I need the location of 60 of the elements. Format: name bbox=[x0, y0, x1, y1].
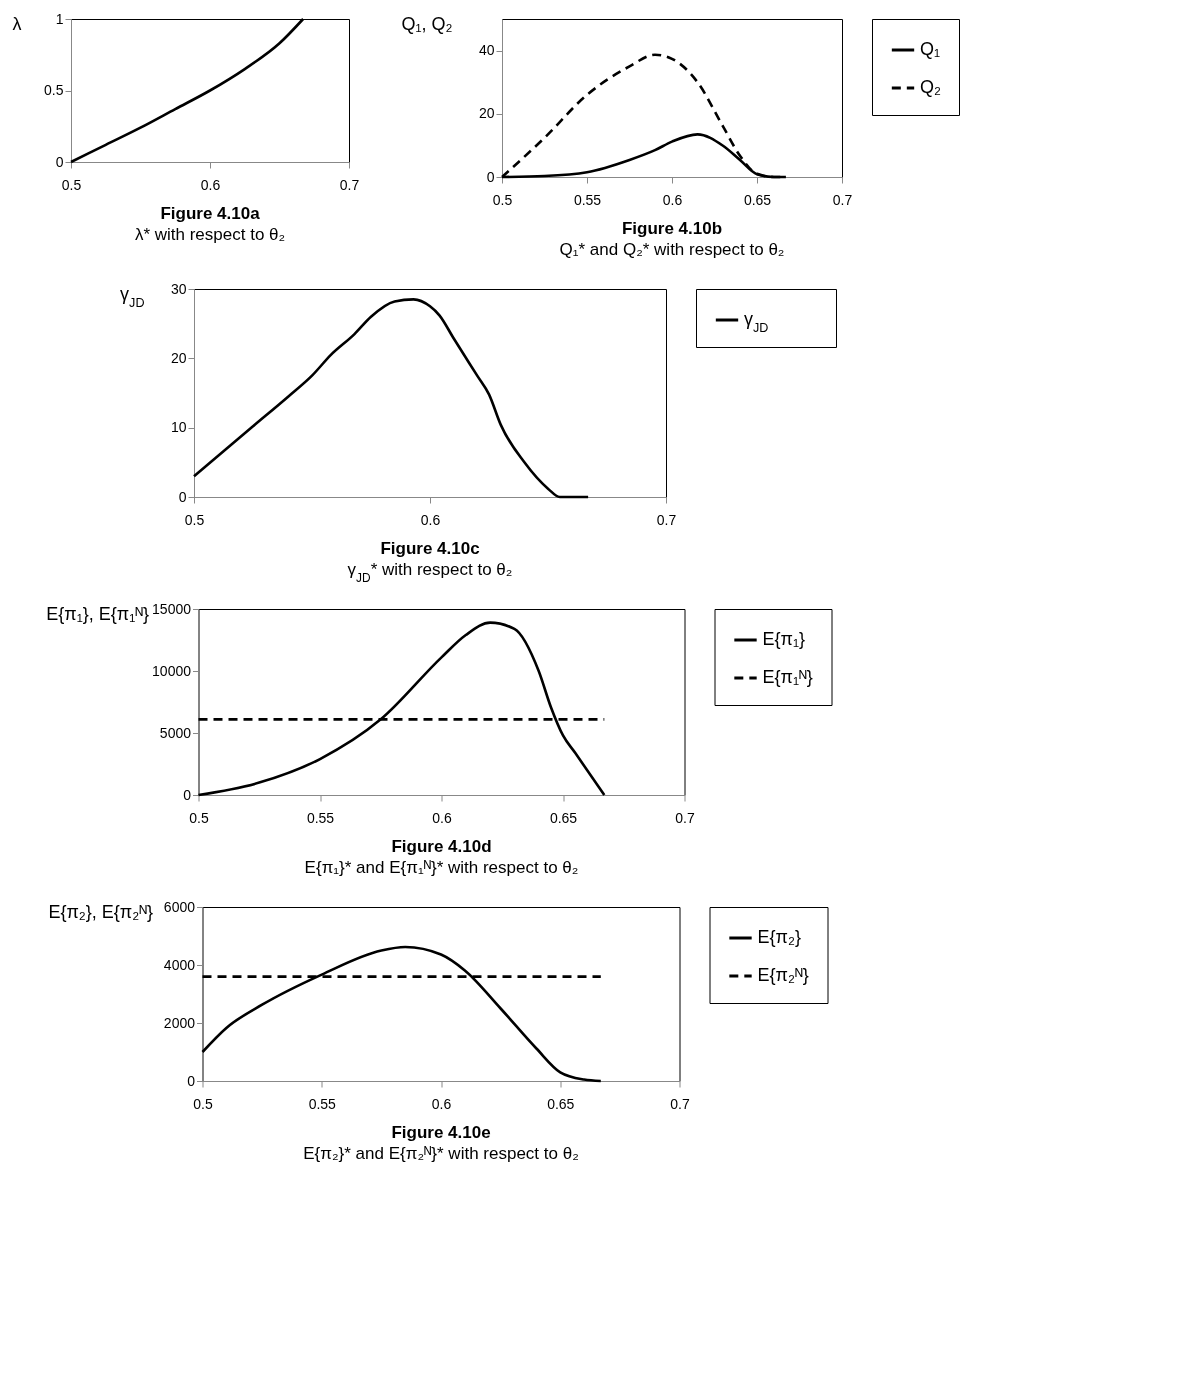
x-tick-label: 0.55 bbox=[573, 191, 602, 208]
y-tick-label: 10000 bbox=[152, 662, 192, 679]
legend-label: E{π₁} bbox=[762, 629, 806, 649]
line-series bbox=[192, 298, 590, 499]
x-tick-label: 0.7 bbox=[339, 176, 360, 193]
y-tick-label: 20 bbox=[478, 105, 495, 122]
legend-label: γ$_{JD}$ bbox=[744, 309, 769, 335]
text: λ* with respect to θ₂ bbox=[134, 225, 286, 244]
text: Figure 4.10a bbox=[160, 204, 261, 223]
x-tick-label: 0.6 bbox=[420, 511, 441, 528]
line-series bbox=[201, 945, 603, 1083]
legend-label: Q₂ bbox=[920, 77, 941, 97]
x-tick-label: 0.6 bbox=[662, 191, 683, 208]
text: E{π₂}* and E{π₂ᴺ}* with respect to θ₂ bbox=[303, 1144, 579, 1163]
line-series bbox=[197, 621, 606, 797]
y-tick-label: 30 bbox=[170, 280, 187, 297]
y-axis-title: E{π₁}, E{π₁ᴺ} bbox=[46, 603, 149, 624]
y-tick-label: 0 bbox=[187, 1072, 196, 1089]
text: Figure 4.10c bbox=[380, 539, 480, 558]
x-tick-label: 0.65 bbox=[549, 809, 578, 826]
y-tick-label: 6000 bbox=[163, 898, 196, 915]
text: γ$_{JD}$* with respect to θ₂ bbox=[347, 560, 513, 585]
text: Q₁* and Q₂* with respect to θ₂ bbox=[559, 240, 785, 259]
x-tick-label: 0.5 bbox=[492, 191, 513, 208]
x-tick-label: 0.6 bbox=[432, 809, 452, 826]
y-axis-title: λ bbox=[12, 13, 22, 34]
y-tick-label: 0 bbox=[55, 153, 64, 170]
y-tick-label: 15000 bbox=[152, 600, 192, 617]
text: Figure 4.10e bbox=[391, 1123, 491, 1142]
y-tick-label: 5000 bbox=[159, 724, 192, 741]
x-tick-label: 0.65 bbox=[743, 191, 772, 208]
x-tick-label: 0.65 bbox=[547, 1095, 575, 1112]
text: Figure 4.10d bbox=[391, 837, 492, 856]
text: Figure 4.10b bbox=[621, 219, 723, 238]
y-tick-label: 0 bbox=[183, 786, 192, 803]
x-tick-label: 0.7 bbox=[670, 1095, 690, 1112]
y-tick-label: 0 bbox=[486, 168, 495, 185]
x-tick-label: 0.55 bbox=[308, 1095, 337, 1112]
text: E{π₁}* and E{π₁ᴺ}* with respect to θ₂ bbox=[304, 858, 579, 877]
x-tick-label: 0.6 bbox=[200, 176, 221, 193]
x-tick-label: 0.6 bbox=[431, 1095, 452, 1112]
legend-label: E{π₂} bbox=[757, 927, 801, 947]
y-tick-label: 4000 bbox=[163, 956, 196, 973]
legend-label: E{π₂ᴺ} bbox=[757, 965, 809, 985]
y-tick-label: 40 bbox=[478, 42, 495, 59]
y-tick-label: 1 bbox=[55, 10, 64, 27]
legend-label: E{π₁ᴺ} bbox=[762, 667, 813, 687]
y-tick-label: 10 bbox=[170, 419, 187, 436]
y-axis-title: Q₁, Q₂ bbox=[401, 13, 453, 34]
y-tick-label: 0 bbox=[178, 488, 187, 505]
y-axis-title: E{π₂}, E{π₂ᴺ} bbox=[48, 901, 153, 922]
y-tick-label: 0.5 bbox=[44, 82, 64, 98]
y-axis-title: γ$_{JD}$ bbox=[120, 283, 145, 310]
x-tick-label: 0.7 bbox=[832, 191, 853, 208]
x-tick-label: 0.7 bbox=[656, 511, 677, 528]
x-tick-label: 0.55 bbox=[306, 809, 335, 826]
y-tick-label: 20 bbox=[170, 349, 187, 366]
legend-label: Q₁ bbox=[920, 39, 941, 59]
x-tick-label: 0.7 bbox=[675, 809, 695, 826]
y-tick-label: 2000 bbox=[163, 1014, 196, 1031]
